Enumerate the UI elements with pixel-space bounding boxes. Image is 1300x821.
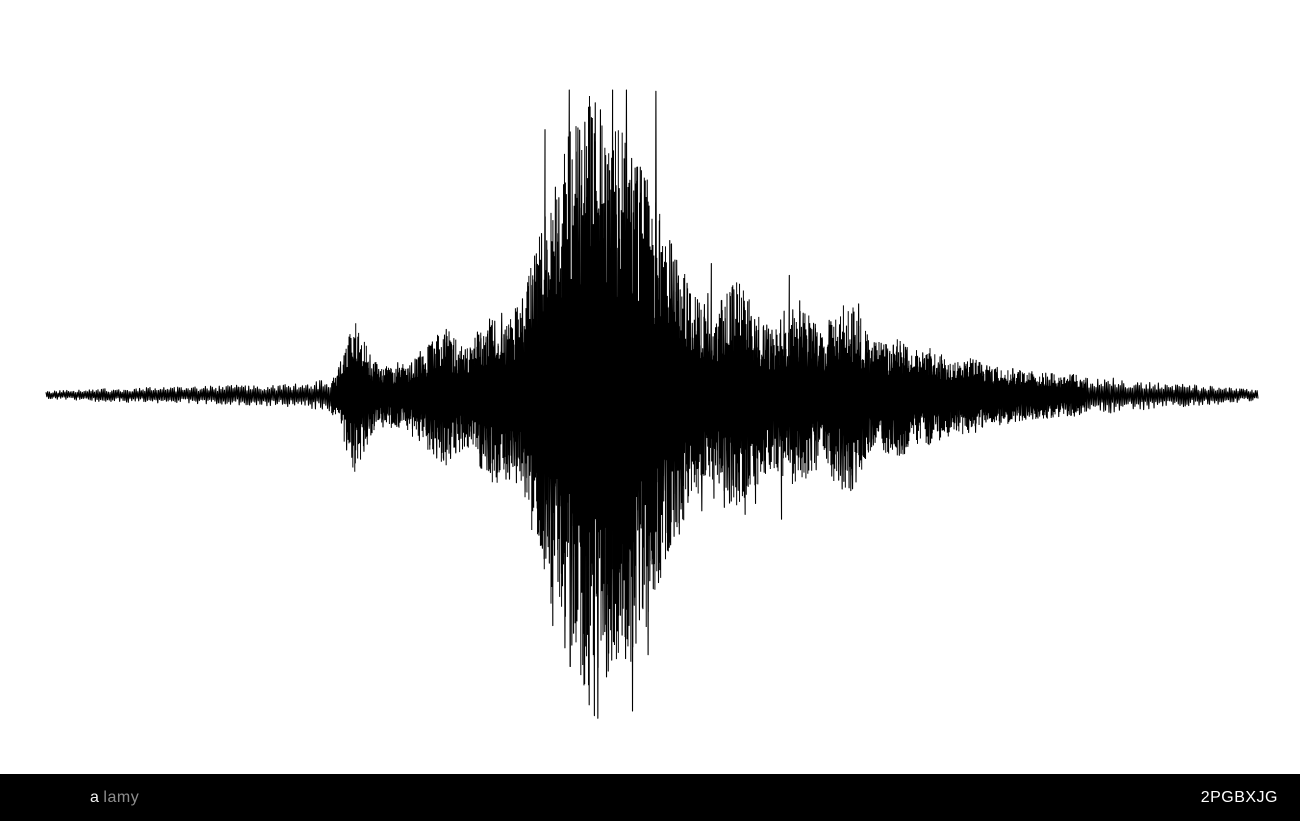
waveform-path bbox=[46, 90, 1258, 718]
watermark-brand-b: lamy bbox=[103, 789, 139, 806]
watermark-footer-bar: alamy 2PGBXJG bbox=[0, 774, 1300, 821]
watermark-brand: alamy bbox=[90, 789, 139, 807]
seismogram-waveform bbox=[0, 0, 1300, 821]
watermark-brand-a: a bbox=[90, 789, 99, 806]
figure-canvas: alamy 2PGBXJG bbox=[0, 0, 1300, 821]
watermark-image-code: 2PGBXJG bbox=[1201, 789, 1278, 807]
